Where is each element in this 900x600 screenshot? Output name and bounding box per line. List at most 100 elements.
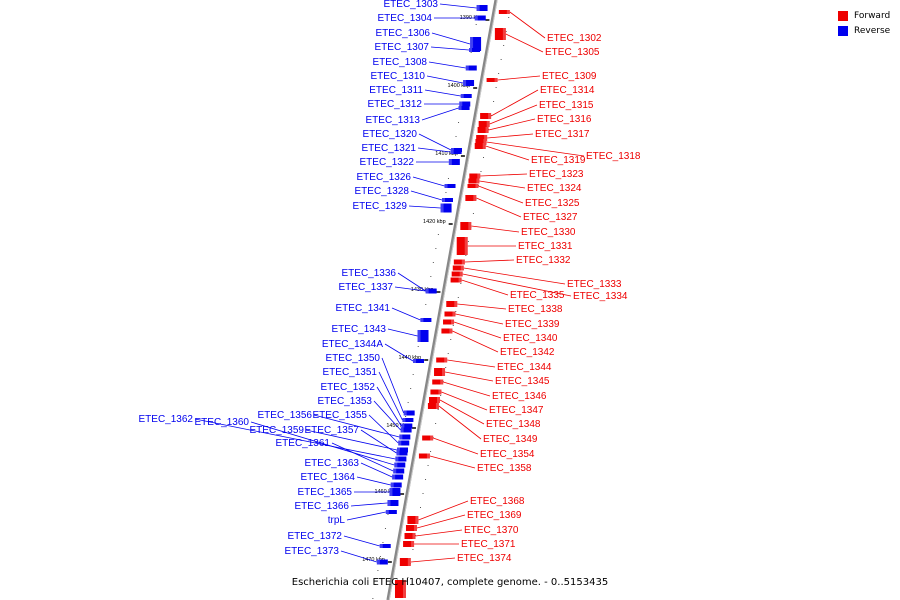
axis-dot [470,52,472,53]
reverse-feature [442,198,453,202]
reverse-gene-label: ETEC_1308 [373,57,428,68]
forward-gene-label: ETEC_1370 [464,525,519,536]
forward-gene-label: ETEC_1323 [529,169,584,180]
axis-dot [455,311,457,312]
forward-gene-label: ETEC_1305 [545,47,600,58]
forward-feature [399,558,411,566]
reverse-leader [387,328,418,337]
forward-gene-label: ETEC_1371 [461,539,516,550]
forward-feature [441,328,453,334]
reverse-leader [305,429,398,451]
reverse-leader [194,418,396,460]
axis-dot [440,220,442,221]
reverse-leader [418,133,452,151]
reverse-gene-label: ETEC_1360 [195,417,250,428]
axis-dot [440,395,442,396]
reverse-leader [408,205,441,209]
forward-gene-label: ETEC_1338 [508,304,563,315]
reverse-leader [331,442,394,472]
forward-gene-label: ETEC_1316 [537,114,592,125]
axis-dot [374,584,376,585]
axis-dot [457,297,459,298]
reverse-gene-label: ETEC_1321 [362,143,417,154]
reverse-gene-label: ETEC_1343 [332,324,387,335]
genome-axis-highlight [388,0,498,600]
reverse-feature [460,94,472,98]
forward-leader [441,391,488,411]
forward-gene-label: ETEC_1374 [457,553,512,564]
reverse-leader [430,46,470,51]
axis-dot [465,255,467,256]
forward-leader [476,197,522,218]
forward-leader [452,330,499,353]
forward-gene-label: ETEC_1318 [586,151,641,162]
reverse-gene-label: ETEC_1359 [250,425,305,436]
reverse-gene-label: ETEC_1361 [276,438,331,449]
reverse-leader [376,386,402,427]
reverse-feature [397,447,408,453]
forward-gene-label: ETEC_1340 [503,333,558,344]
reverse-feature [458,106,470,110]
reverse-feature [390,482,402,488]
forward-leader [429,455,476,469]
reverse-feature [413,359,425,363]
axis-dot [480,171,482,172]
reverse-gene-label: ETEC_1307 [375,42,430,53]
axis-dot [379,556,381,557]
genome-caption: Escherichia coli ETEC H10407, complete g… [291,577,609,588]
forward-leader [416,514,466,529]
reverse-feature [379,544,391,548]
forward-feature [451,271,463,277]
forward-gene-label: ETEC_1334 [573,291,628,302]
reverse-leader [356,476,391,486]
forward-leader [505,33,544,53]
forward-feature [432,379,444,385]
reverse-feature [417,330,429,342]
forward-leader [463,267,566,285]
forward-leader [433,437,479,455]
reverse-leader [417,147,451,153]
forward-feature [452,265,464,271]
axis-dot [410,388,412,389]
reverse-gene-label: ETEC_1364 [301,472,356,483]
reverse-gene-label: ETEC_1356 [258,410,313,421]
axis-dot [372,598,374,599]
reverse-gene-label: ETEC_1322 [360,157,415,168]
legend-item-forward: Forward [838,8,900,23]
reverse-feature [401,423,413,429]
reverse-leader [373,400,401,431]
reverse-leader [412,176,445,187]
reverse-leader [360,462,393,478]
forward-feature [494,28,506,40]
forward-gene-label: ETEC_1344 [497,362,552,373]
reverse-feature [459,101,471,107]
reverse-feature [448,159,460,165]
forward-feature [465,195,477,201]
reverse-leader [350,502,388,507]
axis-dot [432,262,434,263]
forward-feature [394,580,406,598]
forward-feature [467,184,479,188]
reverse-feature [402,418,414,422]
forward-gene-label: ETEC_1335 [510,290,565,301]
forward-feature [430,389,442,395]
forward-gene-label: ETEC_1315 [539,100,594,111]
forward-feature [418,453,430,459]
forward-gene-label: ETEC_1309 [542,71,597,82]
forward-feature [456,237,468,255]
reverse-gene-label: ETEC_1357 [305,425,360,436]
reverse-feature [470,37,482,51]
reverse-feature [440,203,452,213]
axis-dot [405,416,407,417]
reverse-leader [343,535,380,547]
forward-feature [477,127,489,133]
axis-dot [377,570,379,571]
reverse-feature [474,15,486,21]
axis-dot [452,325,454,326]
reverse-gene-label: ETEC_1304 [378,13,433,24]
forward-leader [462,273,572,297]
forward-feature [498,10,510,14]
reverse-leader [384,343,414,362]
scale-label: 1470 kbp [362,557,385,563]
